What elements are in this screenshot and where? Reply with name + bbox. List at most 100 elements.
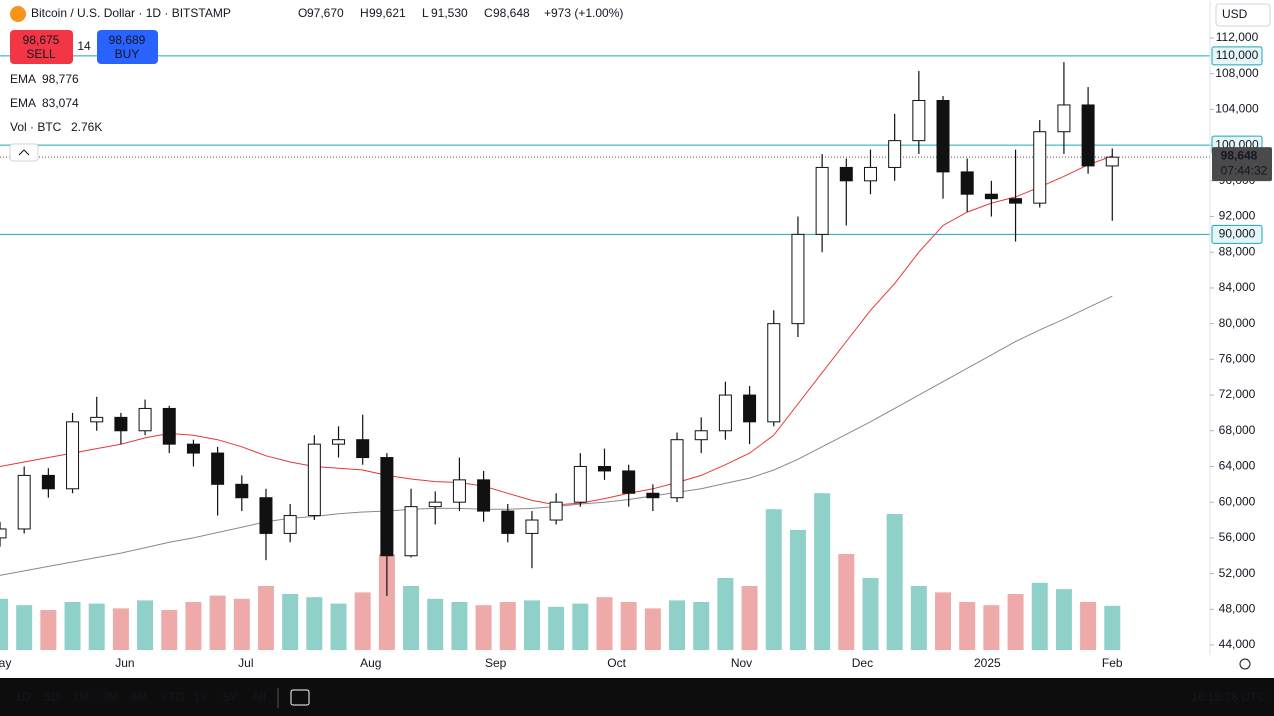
range-button[interactable]: 5D	[44, 690, 60, 704]
candle-body	[211, 452, 225, 485]
volume-bar	[427, 598, 444, 650]
ohlc-value: 98,648	[493, 6, 530, 20]
volume-bar	[233, 598, 250, 650]
x-tick-label: 2025	[974, 656, 1001, 670]
candle-body	[186, 443, 200, 454]
candle-body	[694, 430, 708, 441]
volume-bar	[669, 600, 686, 650]
volume-bar	[644, 608, 661, 650]
y-tick-label: 60,000	[1219, 494, 1256, 508]
ema-legend-value: 83,074	[42, 96, 79, 110]
range-button[interactable]: YTD	[160, 690, 184, 704]
ohlc-key: H	[360, 6, 369, 20]
candle-body	[863, 166, 877, 182]
candle-body	[283, 515, 297, 534]
x-tick-label: Sep	[485, 656, 507, 670]
range-button[interactable]: 3M	[102, 690, 119, 704]
last-price-box	[1212, 147, 1272, 182]
candle-body	[791, 233, 805, 325]
candle-body	[259, 497, 273, 534]
volume-bar	[959, 602, 976, 650]
volume-bar	[862, 578, 879, 650]
volume-bar	[596, 597, 613, 650]
currency[interactable]: USD	[1222, 7, 1248, 21]
y-tick-label: 48,000	[1219, 601, 1256, 615]
y-tick-label: 76,000	[1219, 352, 1256, 366]
y-tick-label: 88,000	[1219, 244, 1256, 258]
collapse-button[interactable]	[9, 143, 39, 162]
candle-body	[501, 510, 515, 534]
ohlc-key: L	[422, 6, 429, 20]
volume-bar	[910, 586, 927, 650]
range-button[interactable]: 5Y	[223, 690, 238, 704]
candle-body	[743, 394, 757, 423]
sell-button[interactable]	[10, 30, 73, 64]
volume-bar	[814, 493, 831, 650]
candle-body	[960, 171, 974, 195]
volume-bar	[717, 578, 734, 650]
spread: 14	[77, 39, 91, 53]
volume-bar	[40, 610, 57, 650]
y-tick-label: 108,000	[1215, 66, 1259, 80]
volume-bar	[935, 592, 952, 650]
y-tick-label: 52,000	[1219, 566, 1256, 580]
candle-body	[1057, 104, 1071, 133]
sell-price[interactable]: 98,675	[23, 33, 60, 47]
ema-legend-label: EMA	[10, 96, 36, 110]
time-axis	[0, 655, 1274, 678]
x-tick-label: Jul	[238, 656, 253, 670]
ema-legend-label: EMA	[10, 72, 36, 86]
settings-icon[interactable]	[1239, 658, 1251, 670]
candle-body	[1033, 131, 1047, 204]
candle-body	[646, 492, 660, 499]
buy-label[interactable]: BUY	[115, 47, 140, 61]
volume-bar	[185, 602, 202, 650]
buy-price[interactable]: 98,689	[109, 33, 146, 47]
volume-bar	[0, 598, 8, 650]
candle-body	[670, 439, 684, 499]
volume-bar	[789, 530, 806, 650]
volume-bar	[403, 586, 420, 650]
ohlc-key: C	[484, 6, 493, 20]
volume-bar	[306, 597, 323, 650]
candle-body	[380, 457, 394, 557]
sell-label[interactable]: SELL	[26, 47, 56, 61]
currency-button[interactable]	[1215, 3, 1271, 27]
candle-body	[114, 416, 128, 432]
candle-body	[162, 407, 176, 445]
range-button[interactable]: 1D	[15, 690, 31, 704]
countdown: 07:44:32	[1221, 163, 1268, 177]
x-tick-label: Feb	[1102, 656, 1123, 670]
y-tick-label: 104,000	[1215, 102, 1259, 116]
volume-bar	[838, 554, 855, 650]
volume-bar	[620, 602, 637, 650]
candle-body	[477, 479, 491, 512]
candle-body	[307, 443, 321, 517]
candle-body	[718, 394, 732, 432]
volume-bar	[548, 606, 565, 650]
range-button[interactable]: All	[252, 690, 265, 704]
level-label-box	[1211, 46, 1263, 66]
collapse-icon[interactable]	[18, 149, 30, 156]
ohlc-value: 91,530	[431, 6, 468, 20]
y-tick-label: 80,000	[1219, 316, 1256, 330]
candle-body	[1081, 104, 1095, 167]
y-tick-label: 64,000	[1219, 459, 1256, 473]
date-range-icon[interactable]	[290, 689, 310, 706]
ohlc-value: 97,670	[307, 6, 344, 20]
candle-body	[936, 99, 950, 173]
range-button[interactable]: 6M	[131, 690, 148, 704]
volume-bar	[475, 605, 492, 650]
candle-body	[66, 421, 80, 490]
toolbar	[0, 678, 1274, 716]
candle-body	[0, 528, 7, 539]
volume-legend-value: 2.76K	[71, 120, 102, 134]
candle-body	[525, 519, 539, 534]
ohlc-key: O	[298, 6, 307, 20]
candle-body	[549, 501, 563, 521]
range-button[interactable]: 1Y	[194, 690, 209, 704]
buy-button[interactable]	[97, 30, 158, 64]
volume-bar	[1080, 602, 1097, 650]
range-button[interactable]: 1M	[73, 690, 90, 704]
volume-bar	[983, 605, 1000, 650]
